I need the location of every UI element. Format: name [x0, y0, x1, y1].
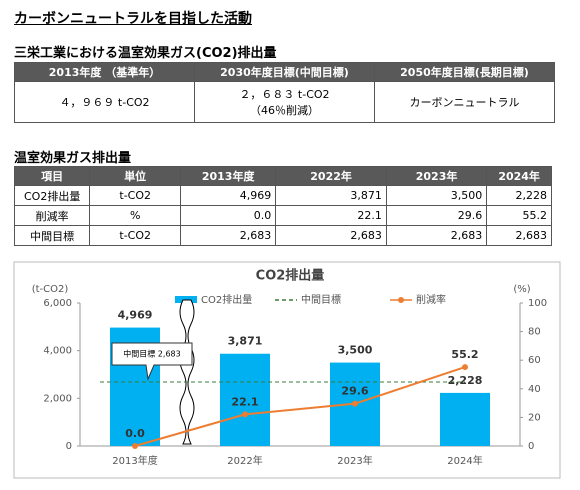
bar-label: 2,228	[448, 374, 483, 387]
axis-break	[179, 299, 195, 445]
cell: カーボンニュートラル	[374, 81, 555, 123]
cell-note: （46％削減）	[250, 104, 319, 117]
emission-table: 項目 単位 2013年度 2022年 2023年 2024年 CO2排出量 t-CO2 4,96…	[13, 166, 552, 246]
header-cell: 2024年	[486, 166, 552, 186]
annotation: 中間目標 2,683	[123, 349, 180, 359]
chart-title: CO2排出量	[256, 268, 325, 284]
y2-tick-label: 20	[528, 412, 541, 423]
section-heading: 温室効果ガス排出量	[14, 151, 132, 166]
line	[134, 366, 466, 447]
bar	[220, 353, 270, 446]
y-tick-label: 0	[66, 441, 72, 452]
y-tick-label: 6,000	[43, 298, 72, 309]
y-axis-label: (t-CO2)	[32, 284, 69, 295]
point-label: 55.2	[451, 348, 478, 361]
bar-label: 3,500	[338, 344, 373, 357]
x-tick-label: 2024年	[447, 454, 482, 467]
row: 中間目標 t-CO2 2,683 2,683 2,683 2,683	[13, 225, 552, 246]
cell-text: ２，６８３ t-CO2	[239, 88, 330, 101]
cell-text: ４，９６９ t-CO2	[59, 96, 150, 109]
bar	[440, 392, 490, 446]
cell: 2,683	[486, 225, 552, 246]
header-row: 項目 単位 2013年度 2022年 2023年 2024年	[13, 166, 552, 186]
header-cell: 2013年度 （基準年）	[14, 62, 195, 82]
cell: 2,683	[385, 225, 488, 246]
header-cell: 単位	[89, 166, 182, 186]
legend-marker	[398, 297, 404, 303]
cell-text: カーボンニュートラル	[409, 96, 520, 109]
legend-label: CO2排出量	[201, 293, 252, 306]
header-row: 2013年度 （基準年） 2030年度目標(中間目標) 2050年度目標(長期目標)	[14, 62, 555, 82]
cell: 中間目標	[13, 225, 91, 246]
row: CO2排出量 t-CO2 4,969 3,871 3,500 2,228	[13, 185, 552, 206]
point-label: 0.0	[125, 427, 145, 440]
row: ４，９６９ t-CO2 ２，６８３ t-CO2 （46％削減） カーボンニュートラル	[14, 81, 555, 123]
cell: t-CO2	[89, 185, 182, 206]
y2-tick-label: 80	[528, 327, 541, 338]
bar-label: 3,871	[228, 335, 263, 348]
header-cell: 項目	[13, 166, 91, 186]
bar-label: 4,969	[118, 309, 153, 322]
point-label: 22.1	[231, 395, 258, 408]
section-heading: 三栄工業における温室効果ガス(CO2)排出量	[14, 46, 277, 61]
header-cell: 2050年度目標(長期目標)	[374, 62, 555, 82]
callout	[111, 342, 193, 381]
point-label: 29.6	[341, 385, 368, 398]
cell: 2,683	[275, 225, 387, 246]
x-tick-label: 2022年	[227, 454, 262, 467]
x-tick-label: 2013年度	[112, 454, 157, 467]
cell: 削減率	[13, 205, 91, 226]
legend-label: 中間目標	[301, 293, 341, 306]
header-cell: 2022年	[275, 166, 387, 186]
y-tick-label: 2,000	[43, 393, 72, 404]
point	[352, 400, 358, 407]
y2-tick-label: 40	[528, 384, 541, 395]
point	[132, 443, 138, 449]
header-cell: 2013年度	[180, 166, 277, 186]
header-cell: 2030年度目標(中間目標)	[194, 62, 375, 82]
y2-tick-label: 100	[528, 298, 547, 309]
y-tick-label: 4,000	[43, 346, 72, 357]
legend-label: 削減率	[416, 293, 446, 306]
target-table: 2013年度 （基準年） 2030年度目標(中間目標) 2050年度目標(長期目標)…	[14, 62, 555, 123]
chart-frame	[13, 261, 561, 479]
page-title: カーボンニュートラルを目指した活動	[14, 11, 252, 27]
y2-tick-label: 0	[528, 441, 534, 452]
y2-tick-label: 60	[528, 355, 541, 366]
point	[242, 411, 248, 418]
cell: 3,500	[385, 185, 488, 206]
header-cell: 2023年	[385, 166, 488, 186]
cell: t-CO2	[89, 225, 182, 246]
x-tick-label: 2023年	[337, 454, 372, 467]
cell: 2,683	[180, 225, 277, 246]
y2-axis-label: (%)	[513, 284, 530, 295]
point	[462, 364, 468, 371]
